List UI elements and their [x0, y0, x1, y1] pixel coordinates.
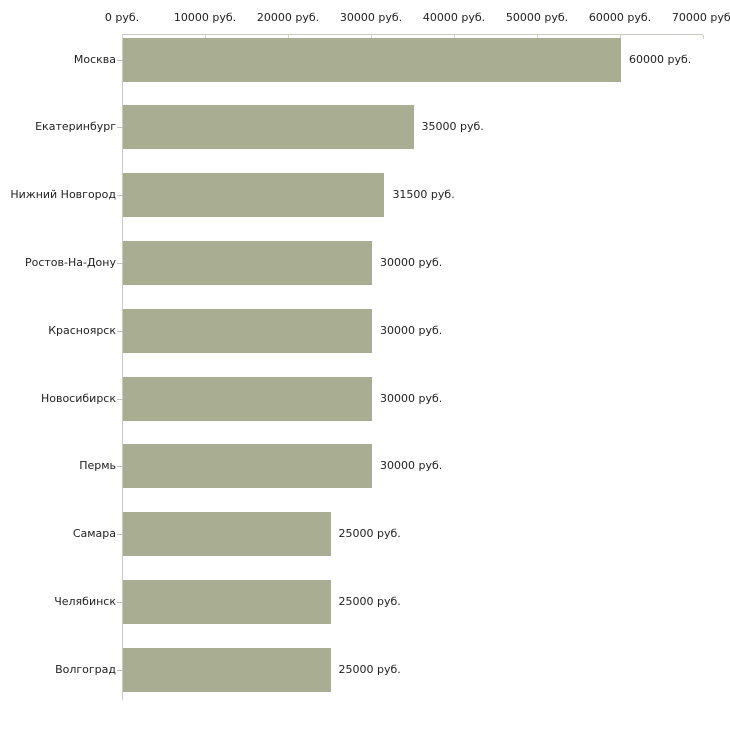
value-label: 30000 руб.	[380, 323, 443, 337]
x-axis-tick-mark	[620, 35, 621, 39]
category-tick-mark	[117, 398, 122, 400]
category-label: Москва	[73, 52, 116, 66]
x-axis-tick-label: 30000 руб.	[339, 11, 403, 24]
category-label: Челябинск	[54, 594, 116, 608]
x-axis-tick-mark	[122, 35, 123, 39]
x-axis-tick-mark	[537, 35, 538, 39]
category-label: Пермь	[79, 459, 116, 473]
bar	[123, 37, 621, 82]
y-axis-line	[122, 34, 123, 700]
category-label: Екатеринбург	[35, 120, 116, 134]
x-axis-line	[122, 34, 703, 35]
category-label: Волгоград	[55, 662, 116, 676]
bar	[123, 444, 372, 489]
x-axis-tick-label: 10000 руб.	[173, 11, 237, 24]
category-label: Красноярск	[48, 323, 116, 337]
x-axis-tick-mark	[205, 35, 206, 39]
category-label: Ростов-На-Дону	[24, 255, 116, 269]
category-tick-mark	[117, 262, 122, 264]
value-label: 30000 руб.	[380, 391, 443, 405]
category-tick-mark	[117, 466, 122, 468]
category-tick-mark	[117, 534, 122, 536]
value-label: 25000 руб.	[338, 527, 401, 541]
bar	[123, 308, 372, 353]
bar	[123, 376, 372, 421]
value-label: 31500 руб.	[392, 188, 455, 202]
x-axis-tick-label: 50000 руб.	[505, 11, 569, 24]
value-label: 35000 руб.	[421, 120, 484, 134]
category-tick-mark	[117, 195, 122, 197]
x-axis-tick-label: 20000 руб.	[256, 11, 320, 24]
value-label: 60000 руб.	[629, 52, 692, 66]
x-axis-tick-mark	[703, 35, 704, 39]
x-axis-tick-mark	[371, 35, 372, 39]
x-axis-tick-label: 60000 руб.	[588, 11, 652, 24]
x-axis-tick-label: 70000 руб.	[671, 11, 730, 24]
bar	[123, 579, 331, 624]
category-tick-mark	[117, 601, 122, 603]
x-axis-tick-mark	[288, 35, 289, 39]
category-label: Нижний Новгород	[10, 188, 116, 202]
category-tick-mark	[117, 127, 122, 129]
category-tick-mark	[117, 330, 122, 332]
category-tick-mark	[117, 669, 122, 671]
category-label: Новосибирск	[40, 391, 116, 405]
x-axis-tick-mark	[454, 35, 455, 39]
value-label: 25000 руб.	[338, 662, 401, 676]
bar	[123, 512, 331, 557]
category-label: Самара	[72, 527, 116, 541]
value-label: 30000 руб.	[380, 255, 443, 269]
value-label: 30000 руб.	[380, 459, 443, 473]
x-axis-tick-label: 0 руб.	[104, 11, 140, 24]
value-label: 25000 руб.	[338, 594, 401, 608]
bar	[123, 647, 331, 692]
x-axis-tick-label: 40000 руб.	[422, 11, 486, 24]
bar	[123, 240, 372, 285]
category-tick-mark	[117, 59, 122, 61]
bar	[123, 105, 414, 150]
bar	[123, 173, 385, 218]
